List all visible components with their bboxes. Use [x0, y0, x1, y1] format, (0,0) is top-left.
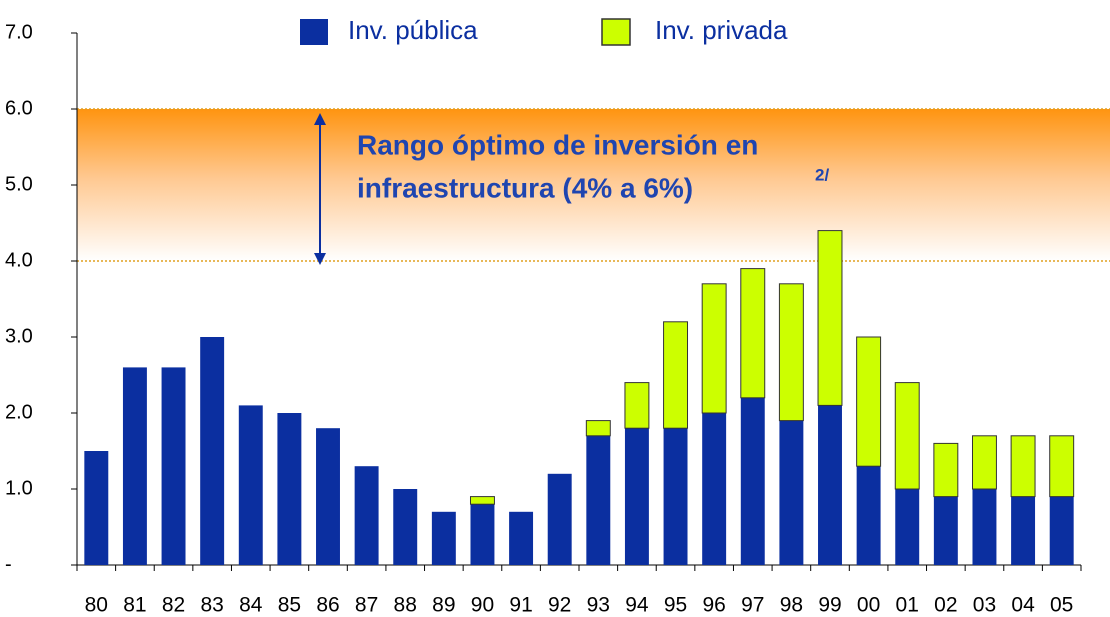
bar-segment	[663, 428, 688, 565]
bar-segment	[277, 413, 302, 565]
x-tick-label: 00	[857, 594, 880, 617]
x-tick-label: 01	[896, 594, 919, 617]
x-tick-label: 83	[200, 594, 223, 617]
bar-segment	[778, 283, 804, 422]
x-tick-label: 04	[1011, 594, 1035, 617]
bar-segment	[509, 511, 534, 565]
bar-segment	[1049, 435, 1075, 498]
bar-segment	[624, 428, 649, 565]
x-tick-label: 96	[702, 594, 725, 617]
bar-segment	[585, 420, 611, 437]
legend-swatch	[300, 19, 328, 45]
x-tick-label: 87	[355, 594, 378, 617]
bar-segment	[856, 466, 881, 565]
y-tick-label: 5.0	[5, 173, 33, 195]
x-tick-label: 90	[471, 594, 494, 617]
bar-segment	[856, 336, 882, 467]
bar-segment	[161, 367, 186, 565]
bar-segment	[895, 489, 920, 565]
x-tick-label: 03	[973, 594, 996, 617]
bar-segment	[122, 367, 147, 565]
bar-segment	[470, 504, 495, 565]
x-tick-label: 91	[509, 594, 532, 617]
y-tick-label: 2.0	[5, 401, 33, 423]
y-tick-label: 7.0	[5, 21, 33, 43]
bar-segment	[200, 337, 225, 565]
x-tick-label: 92	[548, 594, 571, 617]
x-tick-label: 05	[1050, 594, 1073, 617]
bar-segment	[972, 489, 997, 565]
annotation: Rango óptimo de inversión en	[357, 129, 758, 160]
y-tick-label: 4.0	[5, 249, 33, 271]
x-tick-label: 97	[741, 594, 764, 617]
legend-swatch	[601, 18, 631, 46]
bar-segment	[701, 283, 727, 414]
bar-segment	[1049, 496, 1074, 565]
bar-segment	[818, 405, 842, 565]
bar-segment	[1011, 496, 1036, 565]
x-tick-label: 99	[818, 594, 841, 617]
annotation-note: 2/	[815, 165, 829, 184]
bar-segment	[779, 420, 804, 565]
x-tick-label: 02	[934, 594, 957, 617]
x-tick-label: 86	[316, 594, 339, 617]
bar-segment	[740, 268, 766, 399]
bar-segment	[586, 435, 611, 565]
x-tick-label: 82	[162, 594, 185, 617]
bar-segment	[238, 405, 263, 565]
bar-segment	[547, 473, 572, 565]
y-tick-label: 3.0	[5, 325, 33, 347]
range-band	[77, 109, 1110, 261]
x-tick-label: 80	[85, 594, 108, 617]
x-tick-label: 81	[123, 594, 146, 617]
bar-segment	[817, 230, 843, 406]
x-tick-label: 88	[394, 594, 417, 617]
legend-label: Inv. pública	[348, 15, 478, 45]
y-tick-label: 6.0	[5, 97, 33, 119]
bar-segment	[84, 451, 109, 565]
bar-segment	[933, 496, 958, 565]
x-tick-label: 85	[278, 594, 301, 617]
y-tick-label: -	[5, 553, 12, 575]
x-tick-label: 89	[432, 594, 455, 617]
y-tick-label: 1.0	[5, 477, 33, 499]
x-tick-label: 95	[664, 594, 687, 617]
bar-segment	[316, 428, 340, 565]
bar-segment	[624, 382, 650, 429]
legend-label: Inv. privada	[655, 15, 788, 45]
bar-segment	[354, 466, 379, 565]
bar-segment	[894, 382, 920, 490]
bar-segment	[663, 321, 689, 429]
bar-segment	[1010, 435, 1036, 498]
annotation: infraestructura (4% a 6%)	[357, 172, 693, 203]
bar-segment	[933, 442, 959, 498]
bar-segment	[702, 413, 727, 565]
bar-segment	[971, 435, 997, 490]
x-tick-label: 94	[625, 594, 649, 617]
bar-segment	[431, 511, 456, 565]
bar-segment	[740, 397, 765, 565]
x-tick-label: 98	[780, 594, 803, 617]
bar-segment	[393, 489, 418, 565]
x-tick-label: 93	[587, 594, 610, 617]
bar-segment	[469, 496, 495, 505]
x-tick-label: 84	[239, 594, 263, 617]
